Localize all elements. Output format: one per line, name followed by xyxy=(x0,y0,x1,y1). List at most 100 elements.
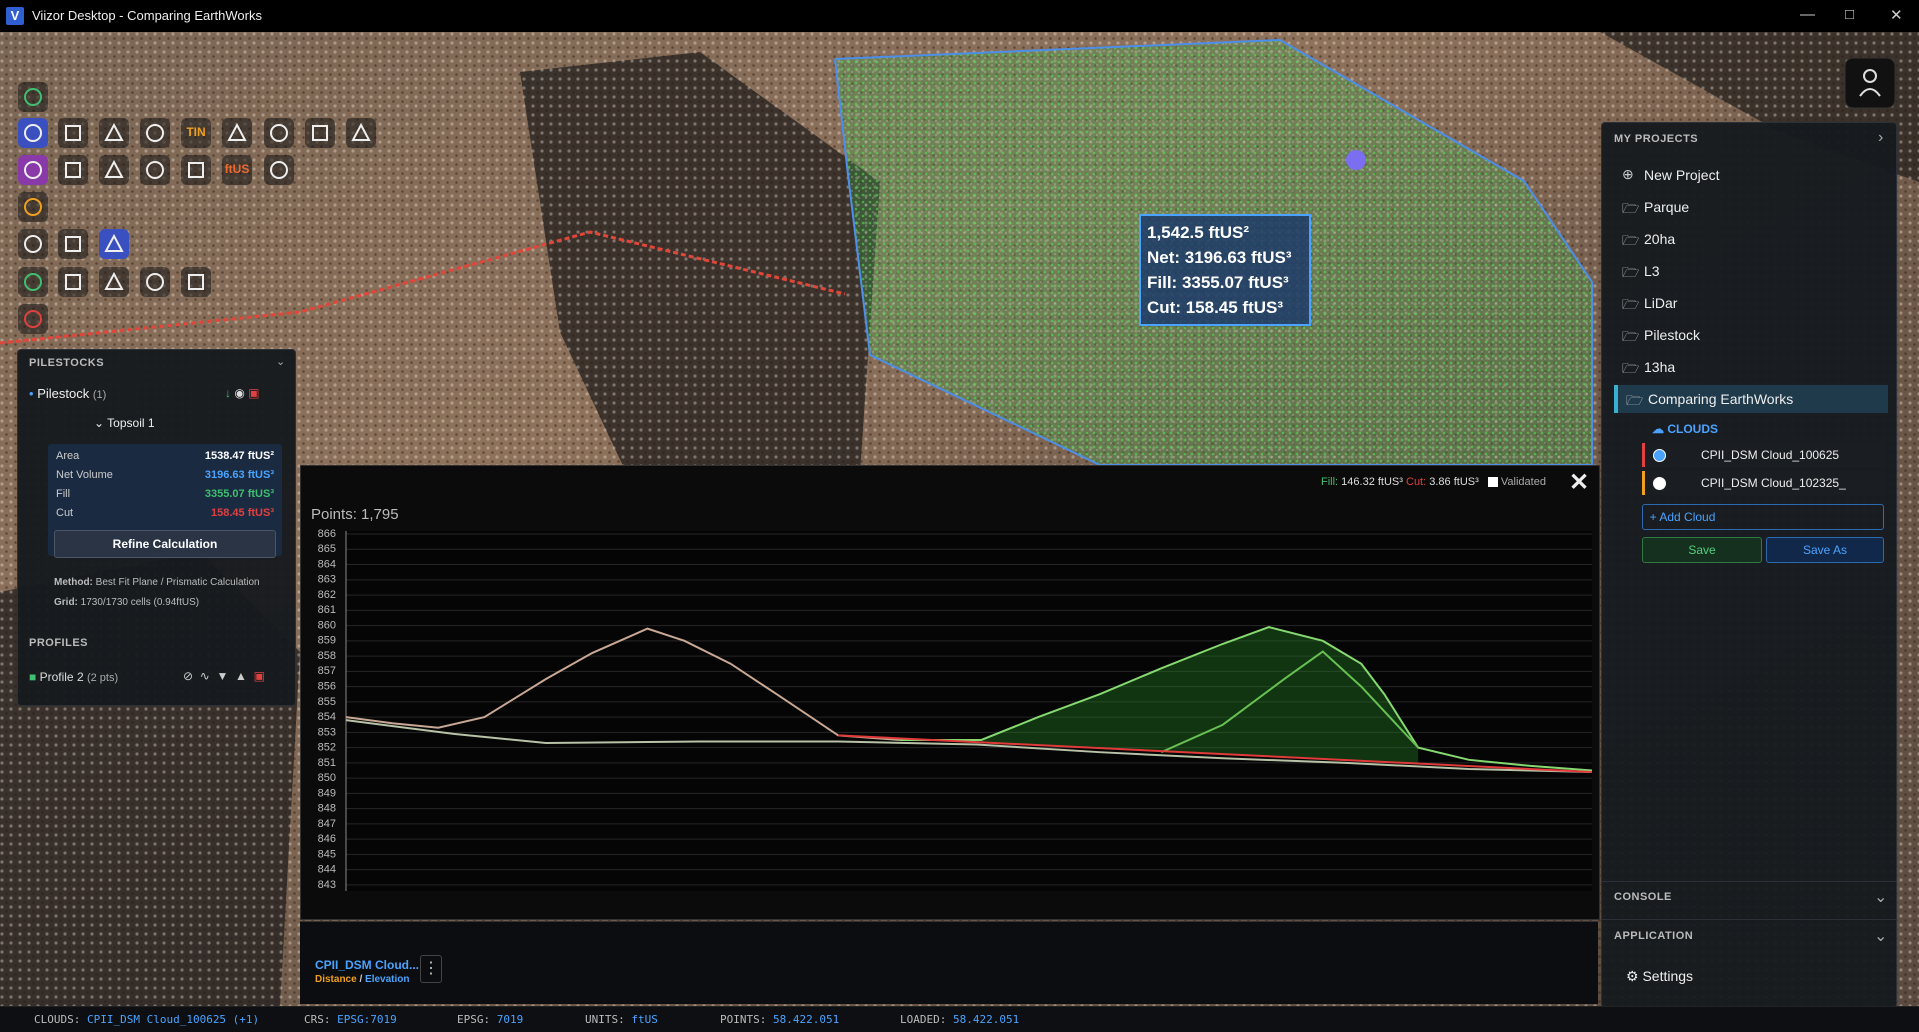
profile-line xyxy=(0,230,846,345)
y-tick-label: 863 xyxy=(318,574,336,586)
strip-legend: Distance / Elevation xyxy=(315,974,410,985)
eye-icon[interactable]: ◉ xyxy=(234,386,245,400)
y-tick-label: 855 xyxy=(318,696,336,708)
profile-row[interactable]: ■ Profile 2 (2 pts) xyxy=(29,670,119,684)
profile-summary: Fill: 146.32 ftUS³ Cut: 3.86 ftUS³ Valid… xyxy=(1321,476,1546,488)
save-button[interactable]: Save xyxy=(1642,537,1762,563)
toolbar xyxy=(18,82,376,334)
download-icon[interactable]: ↓ xyxy=(225,386,231,400)
points-line: Points: 1,795 xyxy=(311,506,399,523)
project-item[interactable]: 🗁 Comparing EarthWorks xyxy=(1614,385,1888,413)
add-cloud-button[interactable]: + Add Cloud xyxy=(1642,504,1884,530)
project-item[interactable]: 🗁 Parque xyxy=(1614,193,1884,221)
strip-cloud: CPII_DSM Cloud... xyxy=(315,958,420,972)
status-value: EPSG:7019 xyxy=(337,1013,397,1026)
expand-toggle[interactable]: › xyxy=(1878,129,1884,146)
project-name: Comparing EarthWorks xyxy=(1648,391,1794,407)
save-as-button[interactable]: Save As xyxy=(1766,537,1884,563)
project-icon: 🗁 xyxy=(1622,296,1640,312)
tool-label: ftUS xyxy=(225,162,250,176)
net-text: Net: 3196.63 ftUS³ xyxy=(1147,248,1292,267)
tool-button[interactable] xyxy=(18,118,48,148)
hide-icon[interactable]: ⊘ xyxy=(183,669,194,683)
profile-line xyxy=(1160,650,1419,754)
refine-button[interactable]: Refine Calculation xyxy=(54,530,276,558)
tool-button[interactable] xyxy=(18,304,48,334)
tool-button[interactable] xyxy=(18,82,48,112)
pivot-marker xyxy=(1346,150,1366,170)
y-tick-label: 846 xyxy=(318,833,336,845)
status-item: EPSG: 7019 xyxy=(457,1013,523,1026)
tool-button[interactable] xyxy=(222,155,252,185)
panel-header: MY PROJECTS xyxy=(1614,133,1699,145)
layer-row[interactable]: ⌄ Topsoil 1 xyxy=(94,416,155,430)
project-item[interactable]: 🗁 LiDar xyxy=(1614,289,1884,317)
project-item[interactable]: 🗁 13ha xyxy=(1614,353,1884,381)
clouds-title: CLOUDS xyxy=(1667,422,1719,436)
project-item[interactable]: ⊕ New Project xyxy=(1614,161,1884,189)
delete-icon[interactable]: ▣ xyxy=(253,669,265,683)
tool-button[interactable] xyxy=(181,118,211,148)
project-icon: 🗁 xyxy=(1622,328,1640,344)
tool-icon xyxy=(104,233,124,252)
project-item[interactable]: 🗁 20ha xyxy=(1614,225,1884,253)
area-text: 1,542.5 ftUS² xyxy=(1147,223,1250,242)
status-item: POINTS: 58.422.051 xyxy=(720,1013,839,1026)
y-tick-label: 849 xyxy=(318,787,336,799)
distance-strip: CPII_DSM Cloud... Distance / Elevation ⋮ xyxy=(300,921,1598,1004)
console-header[interactable]: CONSOLE xyxy=(1614,891,1672,903)
chart-icon[interactable]: ∿ xyxy=(199,669,210,683)
down-icon[interactable]: ▼ xyxy=(216,669,229,683)
project-name: 20ha xyxy=(1644,231,1676,247)
tool-button[interactable] xyxy=(18,229,48,259)
close-profile[interactable]: ✕ xyxy=(1569,469,1590,496)
tool-button[interactable] xyxy=(140,118,170,148)
cloud-item[interactable]: CPII_DSM Cloud_100625 xyxy=(1642,443,1885,467)
cloud-radio[interactable] xyxy=(1653,449,1666,462)
tool-button[interactable] xyxy=(264,118,294,148)
projects-panel: MY PROJECTS › ⊕ New Project 🗁 Parque 🗁 20ha 🗁 L… xyxy=(1601,122,1897,1008)
settings-item[interactable]: ⚙ Settings xyxy=(1626,968,1694,984)
project-item[interactable]: 🗁 Pilestock xyxy=(1614,321,1884,349)
minimize-button[interactable]: — xyxy=(1800,6,1815,23)
tool-icon xyxy=(24,273,42,291)
y-tick-label: 845 xyxy=(318,848,336,860)
status-label: CRS: xyxy=(304,1013,331,1026)
delete-icon[interactable]: ▣ xyxy=(248,386,260,400)
application-header[interactable]: APPLICATION xyxy=(1614,930,1694,942)
profile-count: (2 pts) xyxy=(86,672,119,684)
project-icon: 🗁 xyxy=(1622,360,1640,376)
up-icon[interactable]: ▲ xyxy=(235,669,247,683)
collapse-toggle[interactable]: ⌄ xyxy=(1874,889,1888,906)
cloud-item[interactable]: CPII_DSM Cloud_102325_ xyxy=(1642,471,1885,495)
cloud-radio[interactable] xyxy=(1653,477,1666,490)
project-item[interactable]: 🗁 L3 xyxy=(1614,257,1884,285)
stat-label: Net Volume xyxy=(56,469,113,481)
collapse-toggle[interactable]: ⌄ xyxy=(276,356,286,368)
volume-label: 1,542.5 ftUS² Net: 3196.63 ftUS³ Fill: 3… xyxy=(1139,214,1311,326)
cut-text: Cut: 158.45 ftUS³ xyxy=(1147,298,1284,317)
y-tick-label: 847 xyxy=(318,818,336,830)
y-tick-label: 852 xyxy=(318,742,336,754)
validated-checkbox[interactable] xyxy=(1487,477,1498,488)
collapse-toggle[interactable]: ⌄ xyxy=(1874,928,1888,945)
close-button[interactable]: ✕ xyxy=(1890,7,1903,24)
pilestock-row[interactable]: • Pilestock (1) xyxy=(29,386,107,401)
tool-icon xyxy=(227,122,247,141)
validated-label: Validated xyxy=(1500,476,1546,488)
tool-icon xyxy=(270,161,288,179)
status-value: ftUS xyxy=(631,1013,658,1026)
grid-label: Grid: xyxy=(54,597,78,608)
tool-icon xyxy=(188,274,204,290)
strip-menu[interactable]: ⋮ xyxy=(420,955,442,983)
tool-button[interactable] xyxy=(140,267,170,297)
tool-button[interactable] xyxy=(18,267,48,297)
maximize-button[interactable]: □ xyxy=(1845,6,1855,23)
tool-button[interactable] xyxy=(264,155,294,185)
tool-icon xyxy=(146,161,164,179)
tool-icon xyxy=(65,162,81,178)
tool-button[interactable] xyxy=(18,192,48,222)
tool-button[interactable] xyxy=(140,155,170,185)
grid-line-info: Grid: 1730/1730 cells (0.94ftUS) xyxy=(54,597,199,608)
tool-button[interactable] xyxy=(18,155,48,185)
